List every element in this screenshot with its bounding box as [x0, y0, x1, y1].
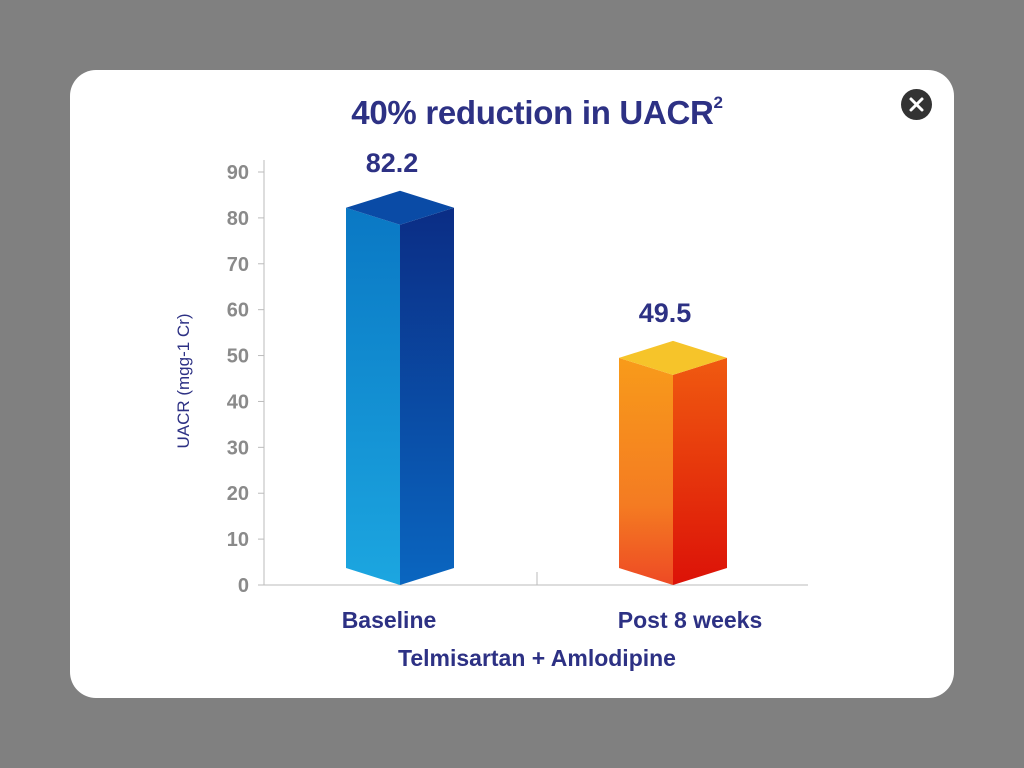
chart-dialog: [70, 70, 954, 698]
chart-title-superscript: 2: [713, 93, 723, 112]
bar-value-label: 49.5: [639, 298, 692, 328]
close-icon: [909, 97, 924, 112]
bar-top-face: [619, 340, 727, 375]
y-tick-label: 10: [227, 529, 249, 551]
close-button[interactable]: [901, 89, 932, 120]
bar-left-face: [619, 357, 673, 585]
bar-post-8-weeks: [619, 340, 727, 585]
bar-right-face: [400, 207, 454, 585]
x-category-label: Post 8 weeks: [618, 607, 762, 633]
y-tick-label: 0: [238, 575, 249, 597]
bar-left-face: [346, 207, 400, 585]
y-tick-label: 30: [227, 437, 249, 459]
y-tick-label: 50: [227, 346, 249, 368]
y-tick-label: 80: [227, 208, 249, 230]
bar-value-label: 82.2: [366, 148, 419, 178]
x-axis-title: Telmisartan + Amlodipine: [398, 645, 676, 671]
y-tick-label: 40: [227, 391, 249, 413]
y-tick-label: 70: [227, 254, 249, 276]
chart-title: 40% reduction in UACR2: [0, 93, 1024, 132]
x-category-label: Baseline: [342, 607, 437, 633]
y-tick-label: 20: [227, 483, 249, 505]
bar-right-face: [673, 357, 727, 585]
y-tick-label: 90: [227, 162, 249, 184]
y-tick-label: 60: [227, 300, 249, 322]
bar-top-face: [346, 190, 454, 225]
chart-title-text: 40% reduction in UACR: [351, 94, 714, 131]
bar-baseline: [346, 190, 454, 585]
